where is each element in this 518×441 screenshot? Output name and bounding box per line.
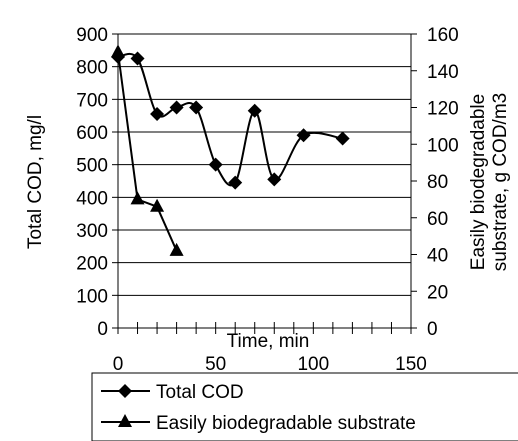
data-point-triangle	[150, 198, 165, 212]
series-layer	[111, 44, 350, 256]
data-point-diamond	[189, 100, 204, 115]
data-point-diamond	[130, 51, 145, 66]
data-point-diamond	[150, 107, 165, 122]
y-tick-label: 600	[76, 123, 108, 144]
y-tick-label: 500	[76, 156, 108, 177]
series-line-1	[117, 52, 178, 252]
y-axis-title: Total COD, mg/l	[25, 115, 46, 249]
x-tick-label: 150	[395, 354, 427, 375]
y-tick-label: 400	[76, 188, 108, 209]
data-point-diamond	[335, 131, 350, 146]
legend-marker-total-cod	[118, 384, 132, 398]
data-point-diamond	[208, 157, 223, 172]
legend-label-substrate: Easily biodegradable substrate	[156, 413, 416, 434]
legend-box	[91, 372, 518, 441]
y2-tick-label: 60	[427, 209, 448, 230]
legend-marker-substrate	[118, 414, 132, 427]
data-point-diamond	[267, 172, 282, 187]
legend: Total COD Easily biodegradable substrate	[91, 372, 518, 441]
y-tick-label: 300	[76, 221, 108, 242]
data-point-triangle	[111, 44, 125, 58]
y2-axis-title-line2: substrate, g COD/m3	[490, 93, 511, 271]
data-point-triangle	[169, 242, 184, 256]
y-tick-label: 800	[76, 58, 108, 79]
data-point-diamond	[169, 100, 184, 115]
y2-tick-label: 140	[427, 62, 459, 83]
y2-tick-label: 80	[427, 172, 448, 193]
x-axis: 0 50 100 150	[113, 322, 427, 375]
y2-tick-label: 100	[427, 135, 459, 156]
x-axis-title: Time, min	[227, 331, 310, 352]
y2-tick-label: 160	[427, 25, 459, 46]
x-tick-label: 50	[205, 354, 226, 375]
data-point-triangle	[130, 191, 145, 205]
y2-tick-label: 20	[427, 282, 448, 303]
x-tick-label: 100	[297, 354, 329, 375]
y-tick-label: 900	[76, 25, 108, 46]
y-axis-left: 0 100 200 300 400 500 600 700 800 900	[76, 25, 118, 340]
y-tick-label: 700	[76, 90, 108, 111]
y-axis-right: 0 20 40 60 80 100 120 140 160	[411, 25, 459, 340]
plot-area	[117, 33, 412, 329]
data-point-diamond	[296, 128, 311, 143]
y-tick-label: 0	[97, 319, 108, 340]
x-tick-label: 0	[113, 354, 124, 375]
y2-tick-label: 40	[427, 246, 448, 267]
y-tick-label: 100	[76, 286, 108, 307]
y-tick-label: 200	[76, 254, 108, 275]
data-point-diamond	[228, 175, 243, 190]
data-point-diamond	[247, 103, 262, 118]
y2-tick-label: 0	[427, 319, 438, 340]
legend-label-total-cod: Total COD	[156, 382, 244, 403]
y2-axis-title-line1: Easily biodegradable	[468, 94, 489, 270]
y2-tick-label: 120	[427, 99, 459, 120]
